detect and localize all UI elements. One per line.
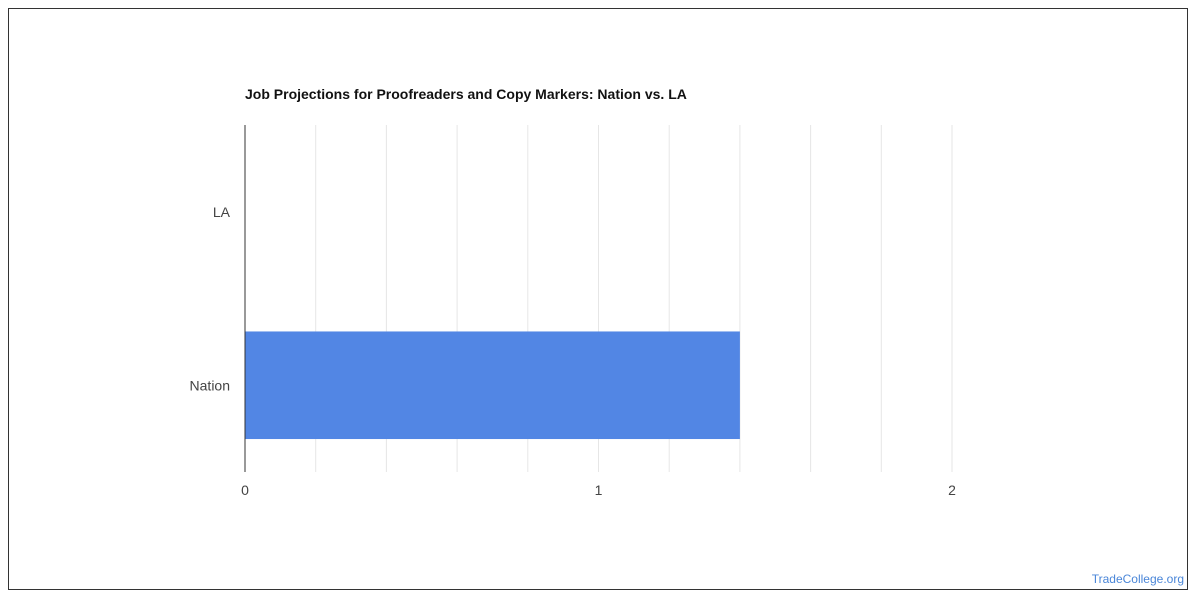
x-axis-labels: 0 1 2 [241, 482, 956, 498]
x-tick-label: 1 [595, 482, 603, 498]
y-axis-labels: LA Nation [190, 204, 231, 394]
chart-title: Job Projections for Proofreaders and Cop… [245, 86, 687, 102]
bar-nation [245, 331, 740, 440]
y-label-la: LA [213, 204, 231, 220]
watermark[interactable]: TradeCollege.org [1091, 572, 1184, 586]
x-tick-label: 0 [241, 482, 249, 498]
bars [245, 331, 740, 440]
chart-frame [8, 8, 1188, 590]
y-label-nation: Nation [190, 377, 230, 393]
x-tick-label: 2 [948, 482, 956, 498]
